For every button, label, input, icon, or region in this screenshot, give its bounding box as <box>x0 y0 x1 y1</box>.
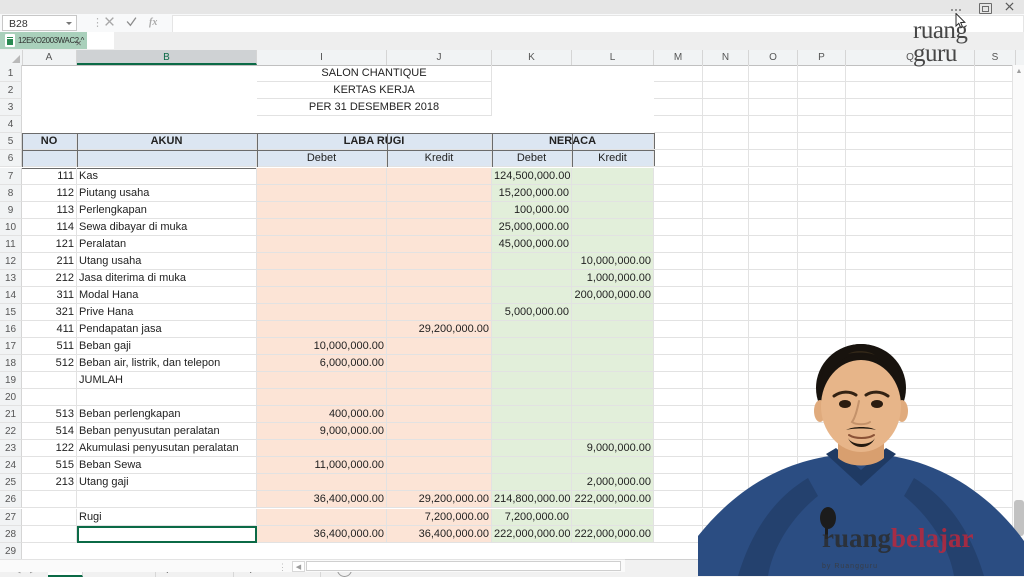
svg-text:fx: fx <box>149 17 157 28</box>
